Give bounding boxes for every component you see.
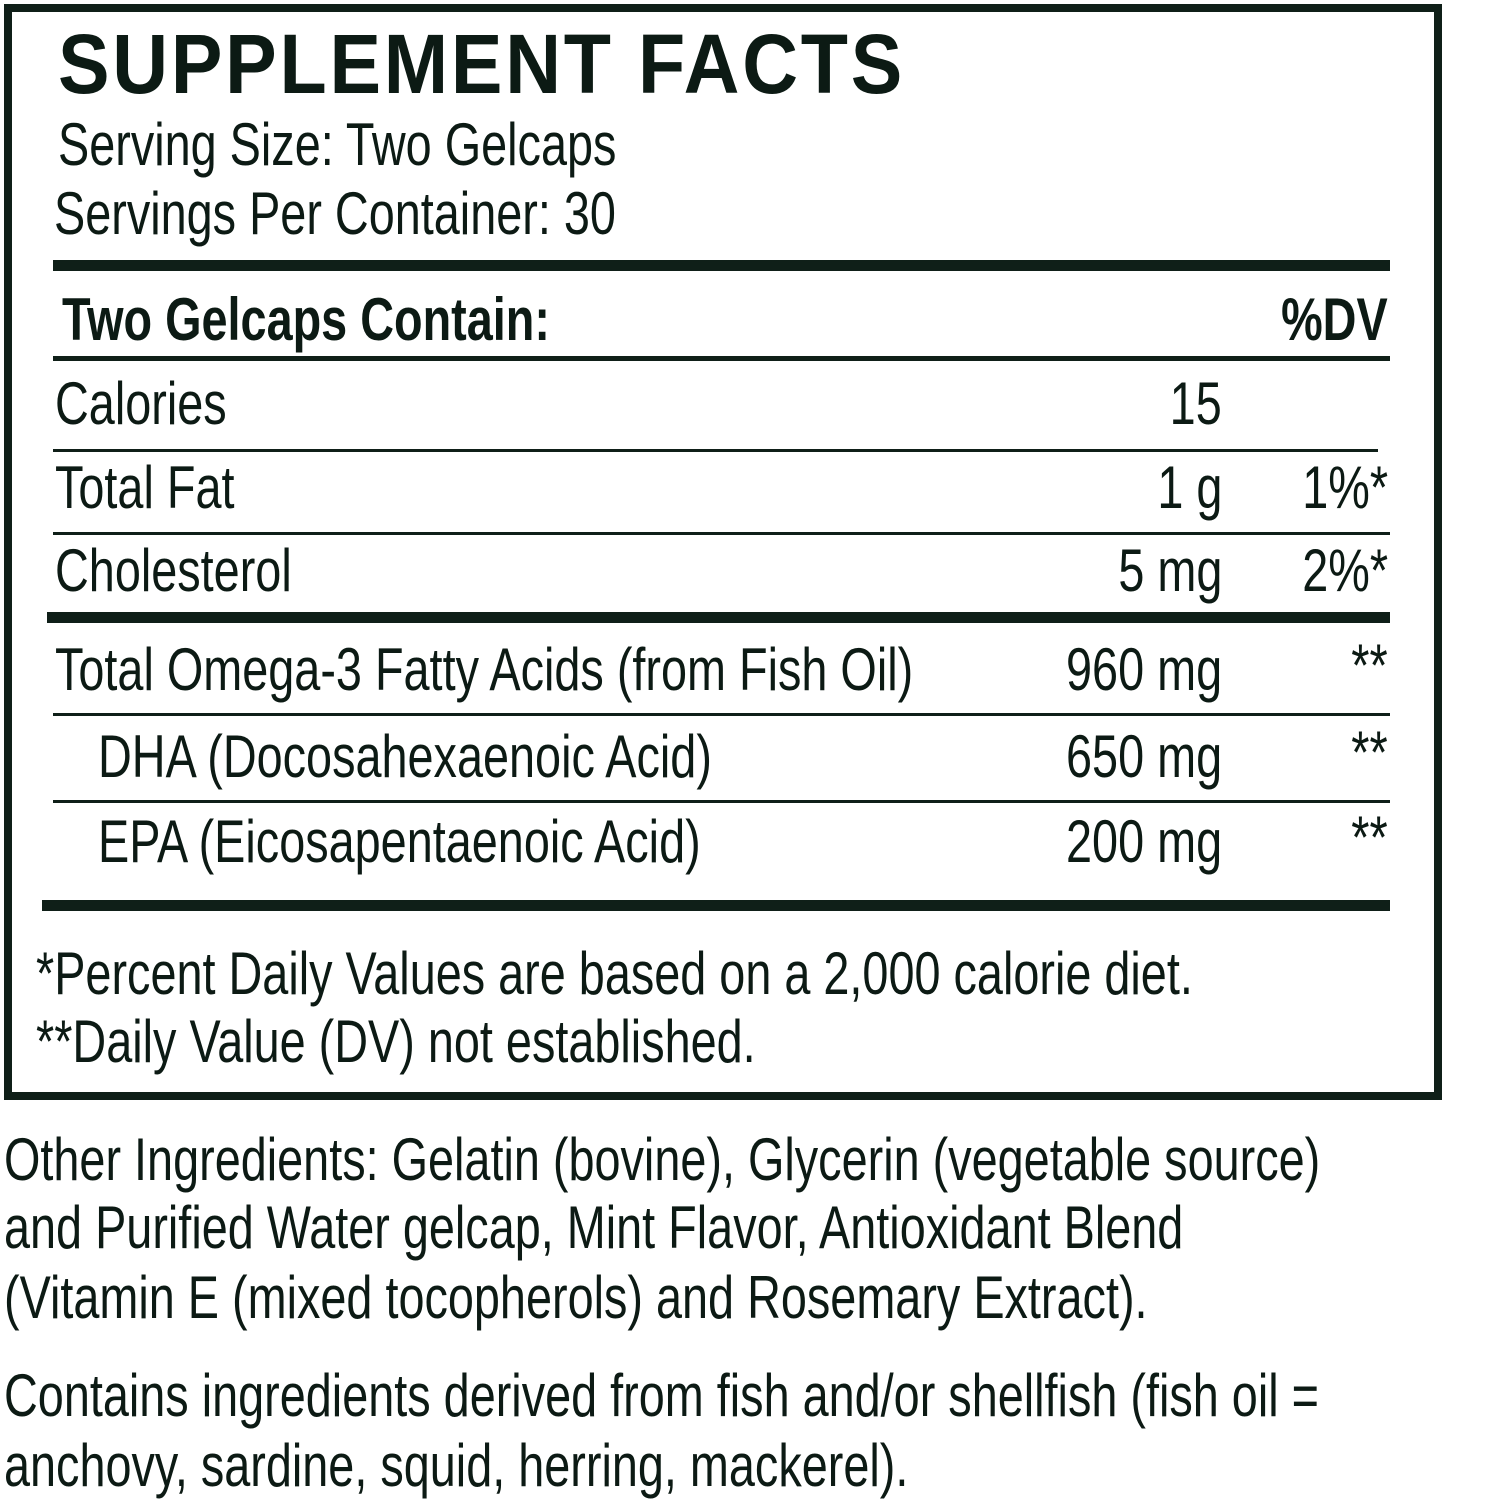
other-ingredients-line: (Vitamin E (mixed tocopherols) and Rosem… <box>4 1264 1148 1331</box>
row-amount: 650 mg <box>1065 723 1222 790</box>
row-divider <box>53 800 1390 803</box>
row-name: Calories <box>55 370 227 437</box>
header-divider <box>53 356 1390 361</box>
thick-divider <box>53 260 1390 271</box>
footnote: *Percent Daily Values are based on a 2,0… <box>36 940 1193 1007</box>
supplement-facts-panel <box>4 4 1442 1100</box>
panel-title: SUPPLEMENT FACTS <box>58 17 906 111</box>
row-amount: 960 mg <box>1065 636 1222 703</box>
row-name: EPA (Eicosapentaenoic Acid) <box>98 808 701 875</box>
row-divider <box>53 713 1390 716</box>
row-dv: ** <box>1351 632 1388 699</box>
row-dv: ** <box>1351 804 1388 871</box>
thick-divider <box>47 612 1390 623</box>
row-amount: 5 mg <box>1117 537 1222 604</box>
allergen-line: anchovy, sardine, squid, herring, macker… <box>4 1432 909 1499</box>
row-amount: 15 <box>1169 370 1222 437</box>
table-header-label: Two Gelcaps Contain: <box>62 286 550 353</box>
servings-per-container: Servings Per Container: 30 <box>54 180 616 247</box>
row-amount: 1 g <box>1156 454 1222 521</box>
table-header-dv: %DV <box>1281 286 1388 353</box>
row-name: Total Omega-3 Fatty Acids (from Fish Oil… <box>55 636 914 703</box>
row-name: Cholesterol <box>55 537 292 604</box>
footnote: **Daily Value (DV) not established. <box>36 1008 756 1075</box>
row-name: DHA (Docosahexaenoic Acid) <box>98 723 712 790</box>
row-divider <box>53 449 1378 452</box>
row-name: Total Fat <box>55 454 235 521</box>
row-divider <box>53 532 1390 535</box>
thick-divider <box>42 900 1390 911</box>
other-ingredients-line: and Purified Water gelcap, Mint Flavor, … <box>4 1194 1184 1261</box>
allergen-line: Contains ingredients derived from fish a… <box>4 1362 1319 1429</box>
row-dv: ** <box>1351 719 1388 786</box>
serving-size: Serving Size: Two Gelcaps <box>58 111 617 178</box>
row-dv: 1%* <box>1302 454 1388 521</box>
other-ingredients-line: Other Ingredients: Gelatin (bovine), Gly… <box>4 1126 1321 1193</box>
row-amount: 200 mg <box>1065 808 1222 875</box>
row-dv: 2%* <box>1302 537 1388 604</box>
